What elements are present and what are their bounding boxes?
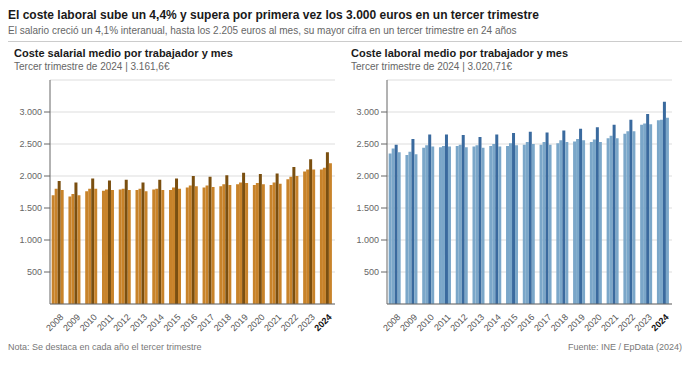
- html-text:Tercer trimestre de 2024 | 3.1: Tercer trimestre de 2024 | 3.161,6€: [14, 61, 170, 72]
- svg-text:3.000: 3.000: [19, 107, 42, 117]
- svg-text:2011: 2011: [432, 312, 453, 333]
- svg-text:2010: 2010: [78, 312, 99, 333]
- svg-text:2014: 2014: [482, 312, 503, 333]
- html-text:El salario creció un 4,1% inte: El salario creció un 4,1% interanual, ha…: [8, 25, 517, 36]
- html-text:Nota: Se destaca en cada año e: Nota: Se destaca en cada año el tercer t…: [8, 342, 202, 352]
- svg-text:2022: 2022: [279, 312, 300, 333]
- svg-text:2009: 2009: [61, 312, 82, 333]
- svg-text:2016: 2016: [178, 312, 199, 333]
- svg-text:2020: 2020: [245, 312, 266, 333]
- svg-text:2021: 2021: [262, 312, 283, 333]
- svg-text:2.000: 2.000: [356, 171, 379, 181]
- svg-text:2.000: 2.000: [19, 171, 42, 181]
- svg-text:2019: 2019: [229, 312, 250, 333]
- svg-text:2015: 2015: [162, 312, 183, 333]
- svg-text:2018: 2018: [212, 312, 233, 333]
- svg-text:2023: 2023: [296, 312, 317, 333]
- svg-text:2023: 2023: [633, 312, 654, 333]
- svg-text:2018: 2018: [549, 312, 570, 333]
- svg-text:2021: 2021: [599, 312, 620, 333]
- svg-text:2009: 2009: [398, 312, 419, 333]
- svg-text:2008: 2008: [44, 312, 65, 333]
- svg-text:2008: 2008: [381, 312, 402, 333]
- svg-text:2017: 2017: [195, 312, 216, 333]
- svg-text:1.000: 1.000: [356, 235, 379, 245]
- html-text:Coste laboral medio por trabaj: Coste laboral medio por trabajador y mes: [351, 47, 568, 59]
- html-text:Fuente: INE / EpData (2024): Fuente: INE / EpData (2024): [567, 342, 682, 352]
- svg-text:2024: 2024: [649, 312, 670, 333]
- svg-text:3.000: 3.000: [356, 107, 379, 117]
- svg-text:2011: 2011: [95, 312, 116, 333]
- svg-text:2013: 2013: [465, 312, 486, 333]
- svg-text:2019: 2019: [566, 312, 587, 333]
- svg-text:1.500: 1.500: [356, 203, 379, 213]
- svg-text:2012: 2012: [111, 312, 132, 333]
- svg-text:2014: 2014: [145, 312, 166, 333]
- svg-text:2016: 2016: [515, 312, 536, 333]
- svg-text:1.000: 1.000: [19, 235, 42, 245]
- html-text:Coste salarial medio por traba: Coste salarial medio por trabajador y me…: [14, 47, 233, 59]
- svg-text:500: 500: [364, 267, 379, 277]
- svg-text:500: 500: [27, 267, 42, 277]
- svg-text:2020: 2020: [582, 312, 603, 333]
- svg-text:1.500: 1.500: [19, 203, 42, 213]
- svg-text:2013: 2013: [128, 312, 149, 333]
- html-text:El coste laboral sube un 4,4%: El coste laboral sube un 4,4% y supera p…: [8, 8, 539, 22]
- svg-text:2022: 2022: [616, 312, 637, 333]
- svg-text:2010: 2010: [415, 312, 436, 333]
- svg-text:2012: 2012: [448, 312, 469, 333]
- svg-text:2015: 2015: [499, 312, 520, 333]
- svg-text:2024: 2024: [312, 312, 333, 333]
- html-text:Tercer trimestre de 2024 | 3.0: Tercer trimestre de 2024 | 3.020,71€: [351, 61, 512, 72]
- svg-text:2.500: 2.500: [19, 139, 42, 149]
- svg-text:2017: 2017: [532, 312, 553, 333]
- svg-text:2.500: 2.500: [356, 139, 379, 149]
